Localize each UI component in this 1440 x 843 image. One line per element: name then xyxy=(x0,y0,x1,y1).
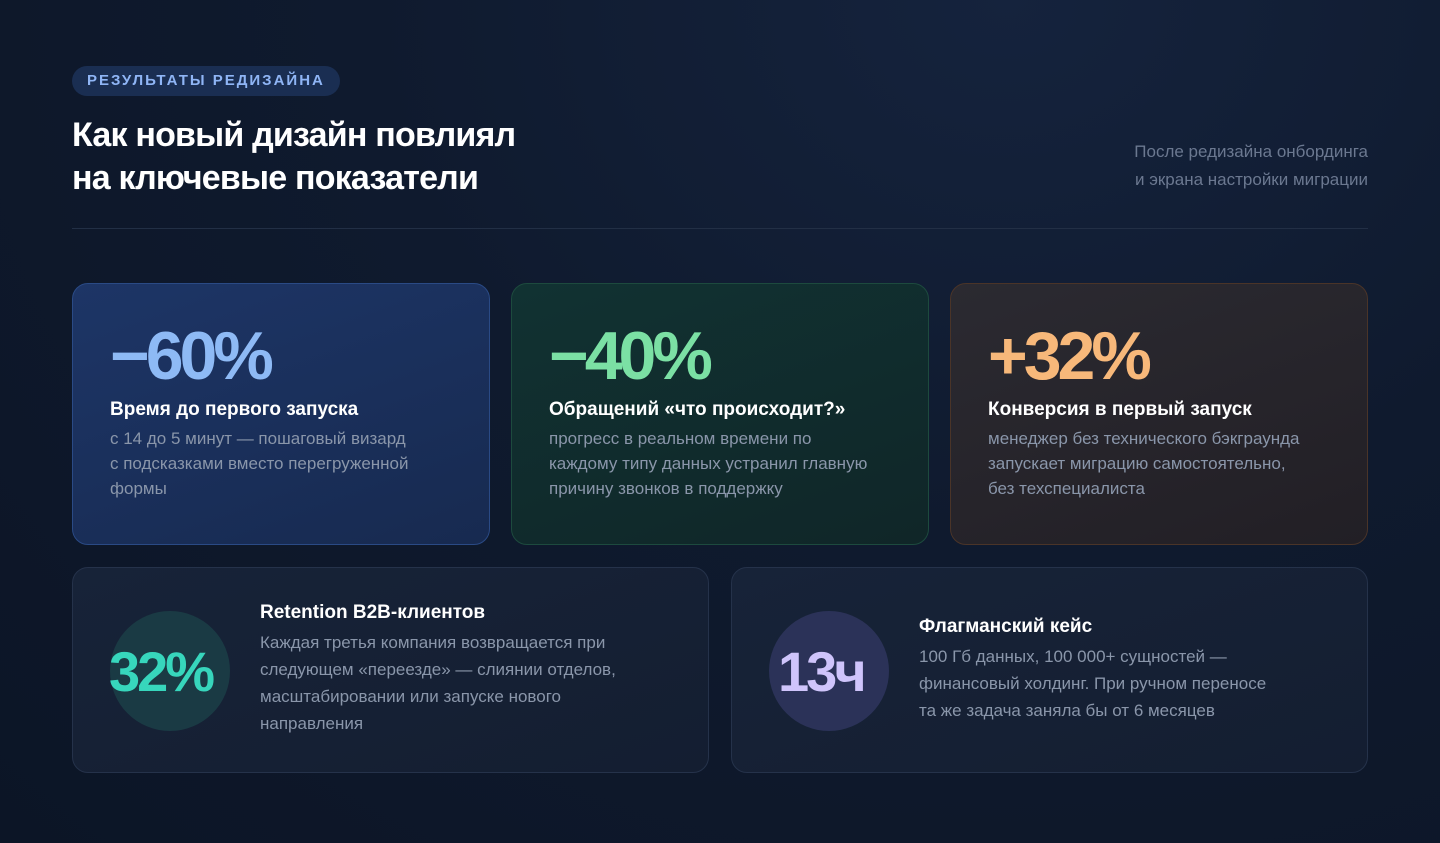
desc-line: с подсказками вместо перегруженной xyxy=(110,454,409,473)
desc-line: 100 Гб данных, 100 000+ сущностей — xyxy=(919,647,1227,666)
desc-line: прогресс в реальном времени по xyxy=(549,429,812,448)
title-line-1: Как новый дизайн повлиял xyxy=(72,116,516,154)
header-divider xyxy=(72,228,1368,229)
metric-value: −60% xyxy=(110,318,274,394)
desc-line: запускает миграцию самостоятельно, xyxy=(988,454,1286,473)
highlight-card-retention: 32% Retention B2B-клиентов Каждая третья… xyxy=(72,567,709,773)
metric-cards-row: −60% Время до первого запуска с 14 до 5 … xyxy=(72,283,1368,545)
note-line-2: и экрана настройки миграции xyxy=(1134,170,1368,189)
desc-line: та же задача заняла бы от 6 месяцев xyxy=(919,701,1215,720)
highlight-description: 100 Гб данных, 100 000+ сущностей — фина… xyxy=(919,643,1339,724)
desc-line: следующем «переезде» — слиянии отделов, xyxy=(260,660,616,679)
value-circle xyxy=(769,611,889,731)
metric-value: +32% xyxy=(988,318,1152,394)
highlight-text: Флагманский кейс 100 Гб данных, 100 000+… xyxy=(919,615,1339,724)
title-line-2: на ключевые показатели xyxy=(72,159,479,197)
highlight-description: Каждая третья компания возвращается при … xyxy=(260,629,680,737)
header-note: После редизайна онбординга и экрана наст… xyxy=(1048,138,1368,194)
desc-line: с 14 до 5 минут — пошаговый визард xyxy=(110,429,406,448)
desc-line: менеджер без технического бэкграунда xyxy=(988,429,1300,448)
highlight-title: Флагманский кейс xyxy=(919,616,1093,637)
highlight-title: Retention B2B-клиентов xyxy=(260,602,486,623)
page-title: Как новый дизайн повлиял на ключевые пок… xyxy=(72,114,632,200)
desc-line: Каждая третья компания возвращается при xyxy=(260,633,606,652)
metric-title: Конверсия в первый запуск xyxy=(988,399,1252,420)
desc-line: направления xyxy=(260,714,364,733)
highlight-card-flagship-case: 13ч Флагманский кейс 100 Гб данных, 100 … xyxy=(731,567,1368,773)
desc-line: финансовый холдинг. При ручном переносе xyxy=(919,674,1267,693)
desc-line: каждому типу данных устранил главную xyxy=(549,454,868,473)
highlight-value: 13ч xyxy=(778,640,867,703)
value-circle xyxy=(110,611,230,731)
results-section: РЕЗУЛЬТАТЫ РЕДИЗАЙНА Как новый дизайн по… xyxy=(72,66,1368,773)
highlight-cards-row: 32% Retention B2B-клиентов Каждая третья… xyxy=(72,567,1368,773)
metric-value: −40% xyxy=(549,318,713,394)
desc-line: причину звонков в поддержку xyxy=(549,479,783,498)
desc-line: формы xyxy=(110,479,167,498)
metric-card-launch-time: −60% Время до первого запуска с 14 до 5 … xyxy=(72,283,490,545)
metric-description: с 14 до 5 минут — пошаговый визард с под… xyxy=(110,426,453,501)
metric-title: Время до первого запуска xyxy=(110,399,359,420)
metric-card-support-requests: −40% Обращений «что происходит?» прогрес… xyxy=(511,283,929,545)
desc-line: масштабировании или запуске нового xyxy=(260,687,561,706)
highlight-value: 32% xyxy=(109,640,215,703)
note-line-1: После редизайна онбординга xyxy=(1134,142,1368,161)
metric-description: менеджер без технического бэкграунда зап… xyxy=(988,426,1331,501)
section-badge: РЕЗУЛЬТАТЫ РЕДИЗАЙНА xyxy=(72,66,340,96)
metric-description: прогресс в реальном времени по каждому т… xyxy=(549,426,892,501)
highlight-text: Retention B2B-клиентов Каждая третья ком… xyxy=(260,601,680,737)
metric-title: Обращений «что происходит?» xyxy=(549,399,846,420)
section-header: РЕЗУЛЬТАТЫ РЕДИЗАЙНА Как новый дизайн по… xyxy=(72,66,1368,228)
metric-card-conversion: +32% Конверсия в первый запуск менеджер … xyxy=(950,283,1368,545)
desc-line: без техспециалиста xyxy=(988,479,1145,498)
